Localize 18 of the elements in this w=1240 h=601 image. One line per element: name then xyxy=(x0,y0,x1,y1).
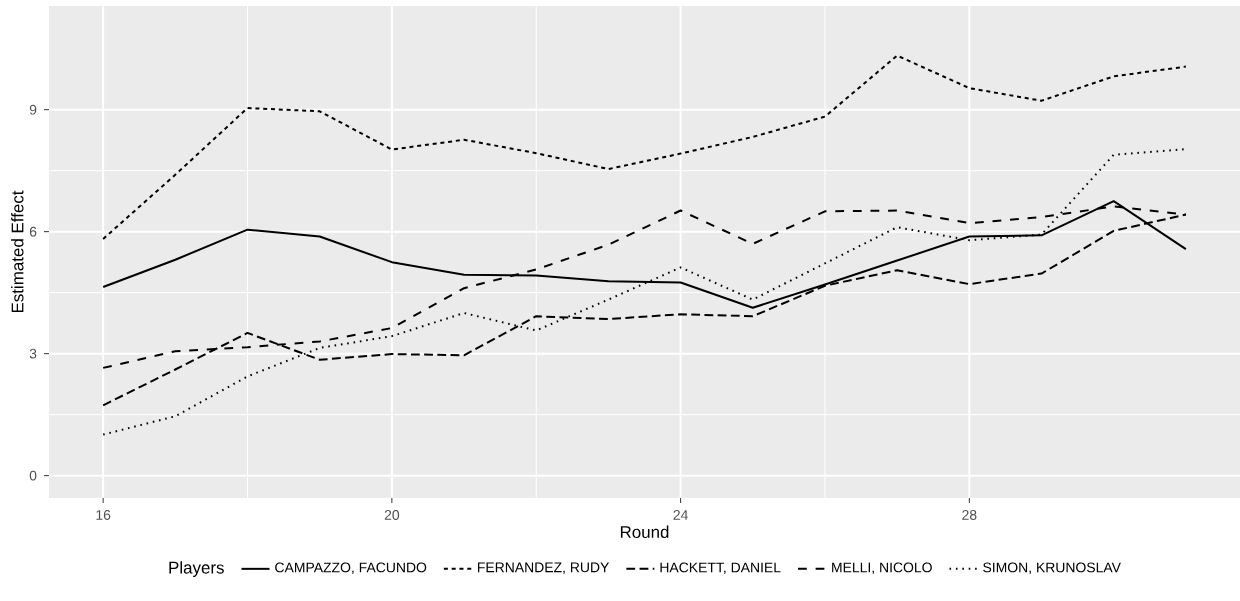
legend-label: CAMPAZZO, FACUNDO xyxy=(275,562,427,574)
y-axis-title: Estimated Effect xyxy=(11,190,24,313)
x-tick-label: 16 xyxy=(96,510,111,520)
x-tick-label: 28 xyxy=(962,510,977,520)
line-series xyxy=(102,148,1187,436)
x-tick-label: 20 xyxy=(384,510,400,520)
x-axis-title: Round xyxy=(620,525,669,539)
y-tick-label: 3 xyxy=(29,348,37,359)
y-tick-label: 9 xyxy=(29,104,37,115)
legend-label: HACKETT, DANIEL xyxy=(660,562,781,574)
legend-label: SIMON, KRUNOSLAV xyxy=(983,562,1121,574)
x-tick-label: 24 xyxy=(673,510,688,520)
y-tick-label: 6 xyxy=(29,226,37,237)
y-tick-label: 0 xyxy=(29,470,37,481)
legend-title: Players xyxy=(169,561,224,577)
legend-label: FERNANDEZ, RUDY xyxy=(478,562,610,574)
legend-label: MELLI, NICOLO xyxy=(832,562,932,574)
line-series xyxy=(102,54,1187,240)
